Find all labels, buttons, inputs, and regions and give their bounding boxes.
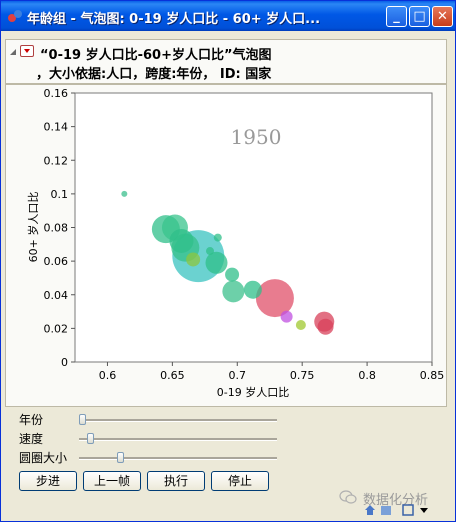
- speed-slider-track[interactable]: [79, 433, 277, 444]
- x-tick-label: 0.8: [358, 369, 376, 382]
- y-axis: 0 0.02 0.04 0.06 0.08 0.1 0.12 0.14 0.16: [44, 87, 75, 369]
- stop-button[interactable]: 停止: [211, 471, 269, 491]
- y-axis-label: 60+ 岁人口比: [26, 192, 40, 263]
- x-axis-label: 0-19 岁人口比: [217, 385, 289, 399]
- run-button[interactable]: 执行: [147, 471, 205, 491]
- year-slider-track[interactable]: [79, 414, 277, 425]
- x-tick-label: 0.65: [160, 369, 185, 382]
- bubble[interactable]: [186, 252, 201, 267]
- year-slider-thumb[interactable]: [79, 414, 86, 425]
- bubble[interactable]: [213, 233, 222, 242]
- plot-panel: 1950 0 0.02 0.04 0.06 0.08 0.1 0.12 0.14 0.16 0.…: [5, 84, 447, 407]
- bubble[interactable]: [280, 310, 293, 323]
- window-title: 年龄组 - 气泡图: 0-19 岁人口比 - 60+ 岁人口...: [27, 12, 321, 27]
- bubble[interactable]: [295, 320, 306, 331]
- x-tick-label: 0.75: [290, 369, 315, 382]
- bubble-size-slider-track[interactable]: [79, 452, 277, 463]
- y-tick-label: 0.08: [44, 222, 69, 235]
- x-tick-label: 0.7: [229, 369, 247, 382]
- home-icon[interactable]: [363, 503, 377, 517]
- chart-subheading: ，大小依据:人口，跨度:年份， ID: 国家: [36, 67, 272, 82]
- title-bar[interactable]: 年龄组 - 气泡图: 0-19 岁人口比 - 60+ 岁人口... _ □ ✕: [1, 1, 455, 31]
- bubble[interactable]: [243, 280, 262, 299]
- x-tick-label: 0.85: [420, 369, 445, 382]
- y-tick-label: 0.1: [51, 188, 69, 201]
- bubble[interactable]: [205, 251, 228, 274]
- y-tick-label: 0: [61, 356, 68, 369]
- wechat-icon: [339, 490, 357, 504]
- bubbles: [121, 190, 335, 335]
- y-tick-label: 0.12: [44, 154, 69, 167]
- bubble[interactable]: [222, 280, 245, 303]
- bubble-size-slider-label: 圆圈大小: [19, 451, 68, 465]
- y-tick-label: 0.02: [44, 322, 69, 335]
- bubble[interactable]: [225, 267, 240, 282]
- bubble[interactable]: [169, 228, 194, 253]
- year-slider-label: 年份: [19, 413, 44, 427]
- window-icon[interactable]: [401, 503, 415, 517]
- y-tick-label: 0.16: [44, 87, 69, 100]
- maximize-button[interactable]: □: [409, 6, 430, 27]
- report-header: “0-19 岁人口比-60+岁人口比”气泡图 ，大小依据:人口，跨度:年份， I…: [5, 39, 447, 84]
- dropdown-arrow-icon[interactable]: [417, 503, 431, 517]
- close-button[interactable]: ✕: [432, 6, 453, 27]
- bubble-size-slider-thumb[interactable]: [117, 452, 125, 463]
- speed-slider-thumb[interactable]: [86, 433, 94, 444]
- plot-area: [74, 92, 433, 363]
- y-tick-label: 0.14: [44, 121, 69, 134]
- y-tick-label: 0.06: [44, 255, 69, 268]
- bubble[interactable]: [317, 318, 334, 335]
- app-icon: [8, 10, 22, 22]
- export-icon[interactable]: [379, 503, 393, 517]
- bubble[interactable]: [255, 279, 294, 318]
- x-tick-label: 0.6: [99, 369, 117, 382]
- x-axis: 0.6 0.65 0.7 0.75 0.8 0.85: [99, 362, 445, 382]
- chart-heading: “0-19 岁人口比-60+岁人口比”气泡图: [40, 48, 272, 63]
- bubble-chart[interactable]: 1950 0 0.02 0.04 0.06 0.08 0.1 0.12 0.14 0.16 0.…: [6, 85, 446, 406]
- red-triangle-menu-icon[interactable]: [20, 45, 34, 57]
- minimize-button[interactable]: _: [386, 6, 407, 27]
- previous-frame-button[interactable]: 上一帧: [83, 471, 141, 491]
- y-tick-label: 0.04: [44, 289, 69, 302]
- year-label: 1950: [231, 125, 282, 149]
- speed-slider-label: 速度: [19, 432, 44, 446]
- collapse-triangle-icon[interactable]: [10, 49, 16, 55]
- step-button[interactable]: 步进: [19, 471, 77, 491]
- bubble[interactable]: [121, 190, 128, 197]
- bubble[interactable]: [206, 247, 215, 256]
